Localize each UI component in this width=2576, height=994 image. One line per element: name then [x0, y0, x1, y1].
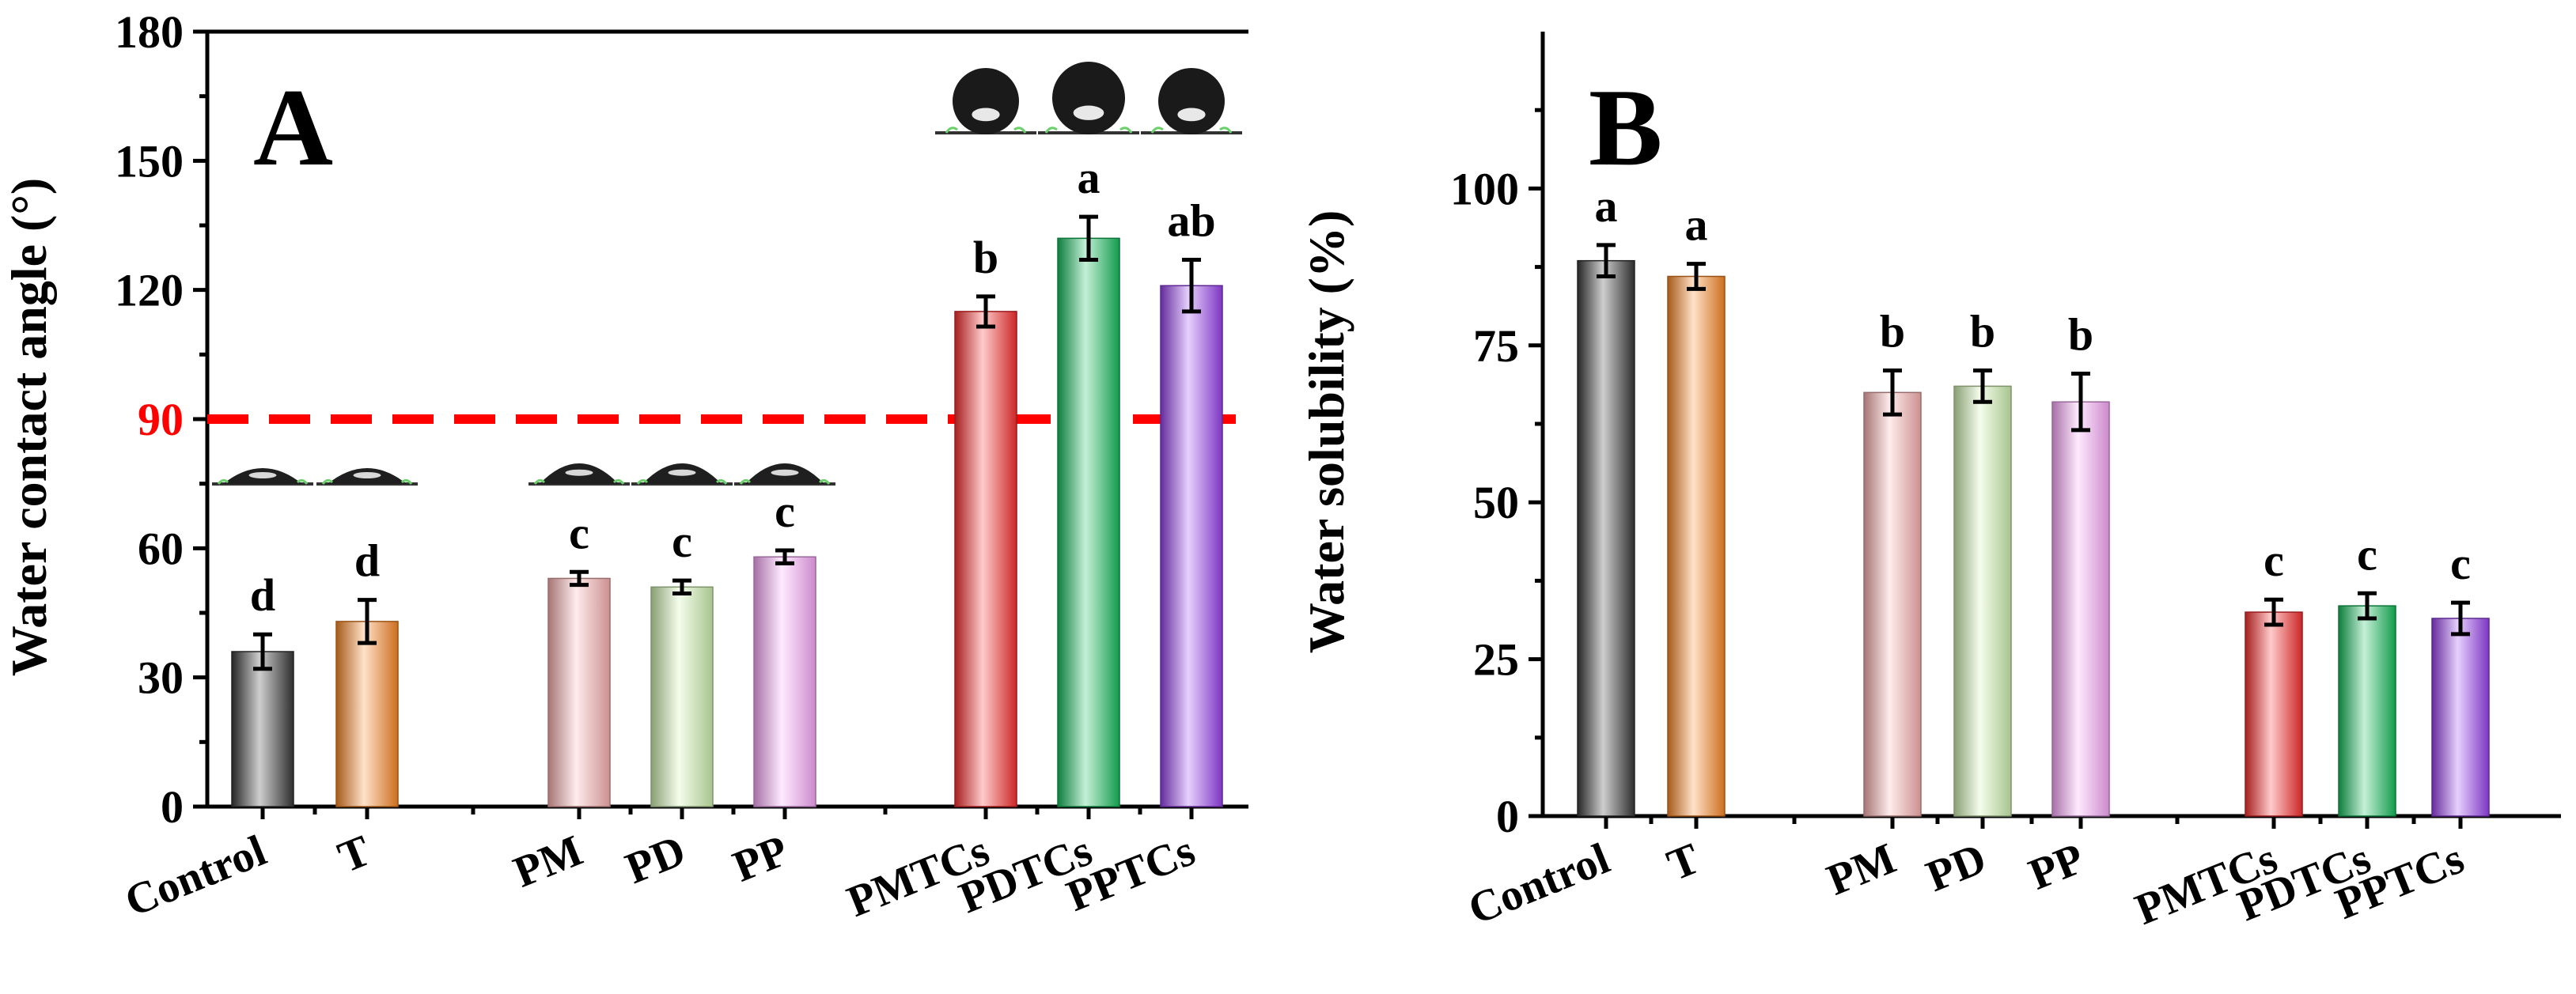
x-tick-label: PM — [1820, 834, 1903, 905]
x-tick-label: T — [331, 826, 377, 883]
panel-label: A — [253, 66, 333, 189]
bar-pp — [2051, 401, 2110, 817]
error-bar — [253, 632, 272, 671]
x-tick-label: T — [1661, 834, 1707, 890]
significance-letter: c — [672, 516, 692, 567]
y-axis-label: Water solubility (%) — [1298, 210, 1354, 654]
significance-letter: b — [1970, 306, 1995, 357]
bar-pptcs — [1160, 285, 1223, 807]
y-tick-label: 90 — [138, 394, 184, 445]
x-tick-label: PD — [1919, 834, 1992, 901]
error-bar — [358, 598, 377, 645]
x-tick-label: PM — [507, 826, 589, 898]
error-bar — [1597, 243, 1616, 279]
bar-control — [1577, 259, 1635, 817]
droplet-inset-image — [528, 449, 630, 487]
significance-letter: b — [1880, 306, 1905, 357]
bar-pm — [547, 577, 611, 807]
bar-pdtcs — [2338, 605, 2396, 817]
droplet-inset-image — [1038, 54, 1139, 136]
y-tick-label: 100 — [1450, 163, 1519, 214]
panel-a-chart: 0 30 60 90 120 150 180 Water contact angle (°) A… — [1, 6, 1248, 927]
error-bar — [775, 548, 794, 565]
bar-t — [335, 621, 399, 807]
error-bar — [570, 569, 589, 588]
error-bar — [1883, 368, 1902, 417]
significance-letter: c — [2357, 528, 2377, 580]
x-tick-label: PP — [726, 826, 795, 892]
error-bar — [976, 294, 995, 329]
y-tick-label: 120 — [115, 265, 184, 316]
bar-pd — [1953, 385, 2012, 817]
error-bar — [2358, 591, 2377, 621]
droplet-inset-image — [212, 449, 313, 487]
droplet-inset-image — [1141, 54, 1242, 136]
y-tick-label: 150 — [115, 135, 184, 187]
x-tick-label: Control — [1462, 834, 1616, 935]
droplet-inset-image — [734, 449, 835, 487]
error-bar — [1973, 368, 1992, 404]
significance-letter: a — [1685, 199, 1708, 251]
significance-letter: a — [1595, 180, 1618, 232]
error-bar — [2451, 600, 2470, 637]
error-bar — [1079, 214, 1098, 263]
y-tick-label: 25 — [1473, 634, 1519, 686]
error-bar — [2264, 597, 2283, 627]
significance-letter: a — [1078, 152, 1100, 203]
significance-letter: b — [973, 232, 998, 283]
droplet-inset-image — [316, 449, 418, 487]
significance-letter: c — [2263, 535, 2284, 586]
significance-letter: b — [2068, 309, 2093, 361]
y-axis-label: Water contact angle (°) — [1, 178, 57, 676]
x-tick-label: PD — [619, 826, 691, 894]
y-tick-label: 50 — [1473, 477, 1519, 528]
panel-label: B — [1589, 66, 1662, 189]
y-tick-label: 0 — [1496, 791, 1519, 842]
significance-letter: d — [250, 569, 275, 621]
error-bar — [1687, 262, 1706, 291]
y-tick-label: 30 — [138, 652, 184, 704]
bar-pm — [1863, 391, 1922, 817]
x-tick-label: Control — [119, 826, 273, 927]
x-tick-label: PP — [2022, 834, 2091, 900]
droplet-inset-image — [631, 449, 733, 487]
y-tick-label: 75 — [1473, 320, 1519, 372]
bar-control — [231, 651, 294, 807]
bar-pd — [650, 586, 714, 807]
error-bar — [672, 578, 691, 595]
significance-letter: d — [354, 535, 380, 587]
error-bar — [1182, 258, 1201, 314]
significance-letter: ab — [1167, 195, 1215, 247]
significance-letter: c — [569, 507, 589, 558]
bar-pmtcs — [954, 311, 1017, 807]
error-bar — [2071, 372, 2090, 433]
panel-b-chart: 0 25 50 75 100 Water solubility (%) Ba Control a… — [1298, 32, 2561, 935]
significance-letter: c — [2450, 538, 2471, 589]
significance-letter: c — [775, 486, 795, 537]
y-tick-label: 180 — [115, 6, 184, 58]
bar-pptcs — [2431, 618, 2490, 817]
bar-pmtcs — [2245, 611, 2303, 817]
y-tick-label: 60 — [138, 523, 184, 574]
bar-pp — [753, 556, 816, 807]
droplet-inset-image — [935, 54, 1036, 136]
y-tick-label: 0 — [161, 781, 184, 833]
bar-t — [1667, 275, 1726, 817]
bar-pdtcs — [1057, 237, 1120, 807]
